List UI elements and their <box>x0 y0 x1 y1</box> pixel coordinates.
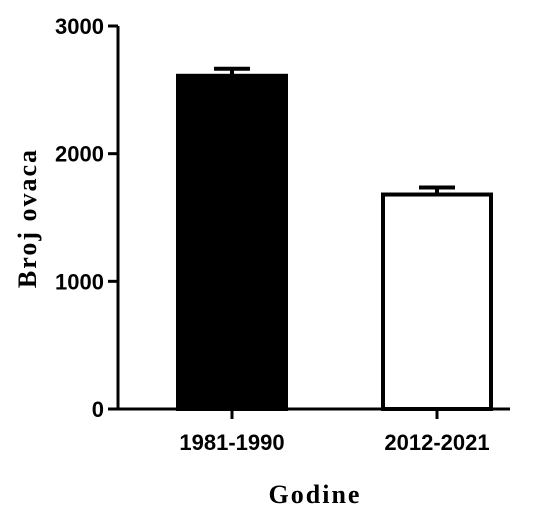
y-tick-label-1000: 1000 <box>55 269 104 294</box>
y-tick-label-3000: 3000 <box>55 14 104 39</box>
y-tick-label-0: 0 <box>92 397 104 422</box>
x-tick-label-1981-1990: 1981-1990 <box>179 430 284 455</box>
y-tick-label-2000: 2000 <box>55 142 104 167</box>
x-tick-label-2012-2021: 2012-2021 <box>384 430 489 455</box>
y-axis-title: Broj ovaca <box>13 148 42 288</box>
x-tick-labels: 1981-1990 2012-2021 <box>179 430 489 455</box>
x-axis-title: Godine <box>269 480 362 507</box>
error-bars-group <box>214 66 455 195</box>
bar-1981-1990 <box>176 73 288 411</box>
bars-group <box>176 73 493 411</box>
y-tick-labels: 0 1000 2000 3000 <box>55 14 104 422</box>
axes-group <box>108 24 510 419</box>
bar-2012-2021 <box>381 192 493 411</box>
